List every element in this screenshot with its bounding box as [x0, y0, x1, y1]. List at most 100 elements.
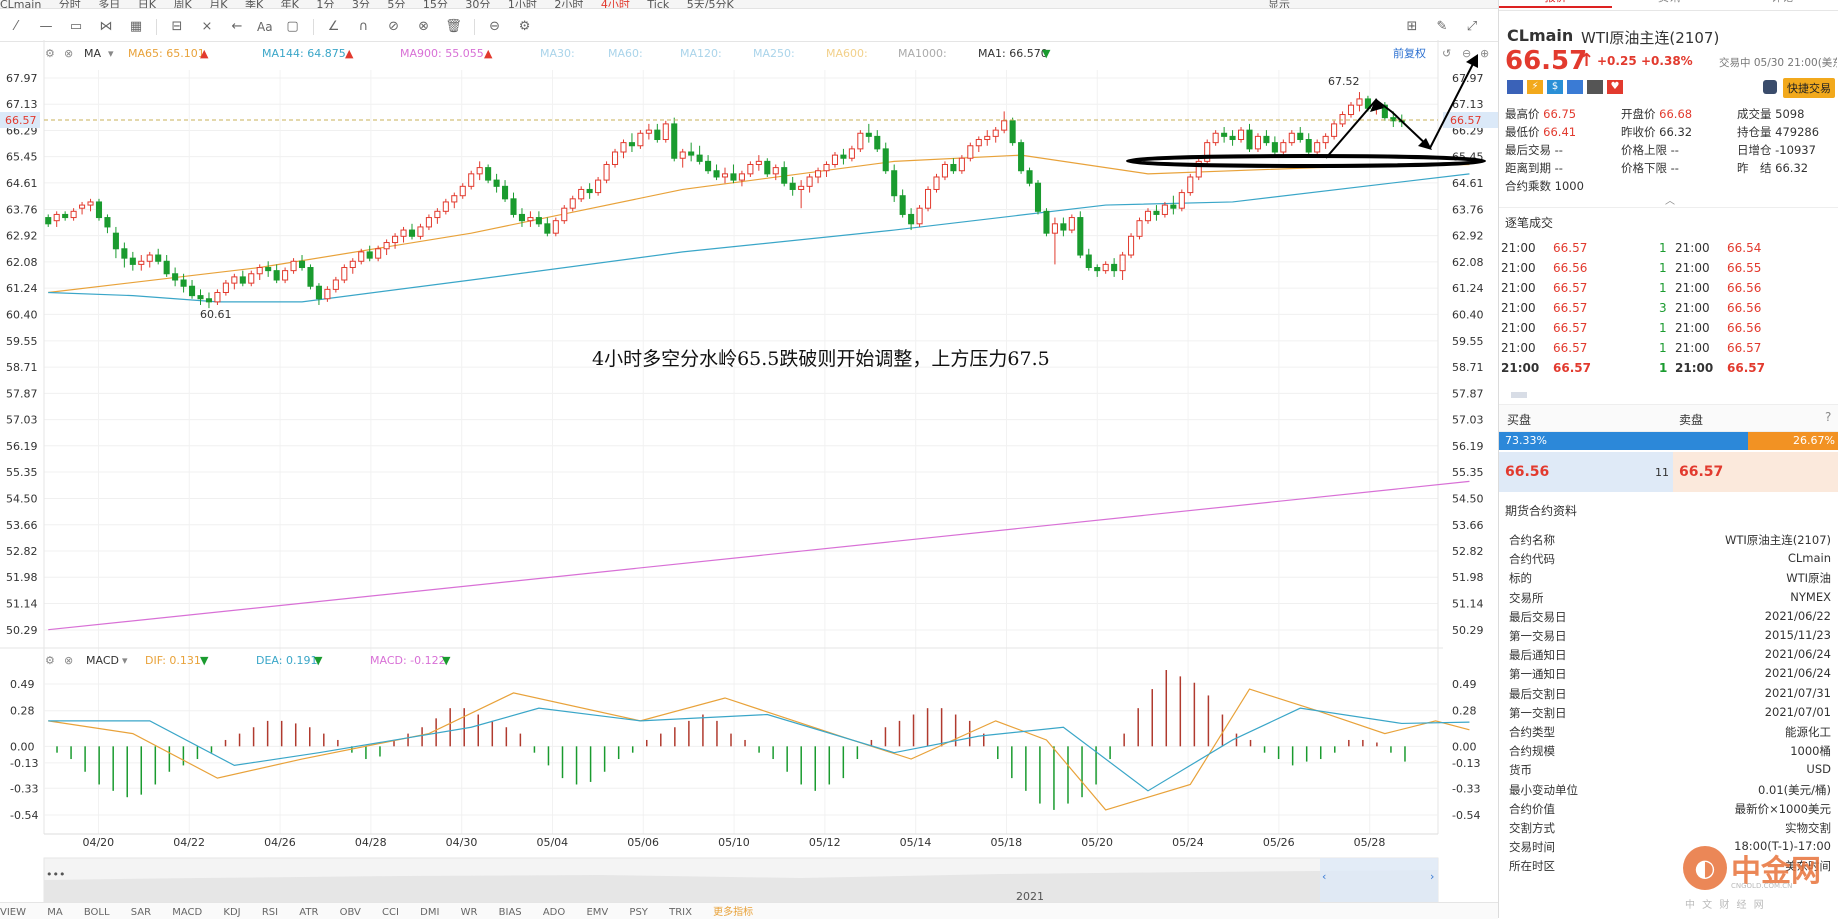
menu-item-5m[interactable]: 5分: [387, 0, 406, 9]
quick-trade-button[interactable]: 快捷交易: [1783, 78, 1835, 98]
indicator-dropdown-icon[interactable]: ▾: [108, 47, 114, 60]
indicator-tab[interactable]: CCI: [382, 907, 399, 918]
menu-item-duori[interactable]: 多日: [98, 0, 121, 9]
fuquan-button[interactable]: 前复权: [1393, 46, 1426, 60]
link-icon[interactable]: ⊖: [489, 19, 501, 34]
indicator-tab[interactable]: PSY: [629, 907, 648, 918]
menu-item-fenshi[interactable]: 分时: [58, 0, 81, 9]
help-icon[interactable]: ?: [1825, 410, 1832, 424]
menu-item-yeark[interactable]: 年K: [280, 0, 299, 9]
candle-body: [1009, 120, 1016, 144]
ruler-icon[interactable]: ∠: [327, 19, 340, 34]
candle-body: [755, 160, 762, 165]
indicator-tab[interactable]: VIEW: [0, 907, 26, 918]
magnet-icon[interactable]: ∩: [358, 19, 369, 34]
fork-tool-icon[interactable]: ⋈: [99, 19, 113, 34]
indicator-tab[interactable]: DMI: [420, 907, 440, 918]
hide-icon[interactable]: ⊗: [418, 19, 430, 34]
settings-icon[interactable]: ⚙: [518, 19, 531, 34]
flag-icon[interactable]: [1507, 80, 1523, 94]
tab-news[interactable]: 资讯: [1612, 0, 1725, 8]
pattern-icon[interactable]: ⨯: [201, 19, 213, 34]
tag-icon[interactable]: [1567, 80, 1583, 94]
menu-item-2h[interactable]: 2小时: [554, 0, 584, 9]
menu-item-monthk[interactable]: 月K: [209, 0, 228, 9]
macd-settings-icon[interactable]: ⚙: [45, 654, 55, 667]
menu-item-weekk[interactable]: 周K: [173, 0, 192, 9]
text-tool-icon[interactable]: Aa: [257, 19, 273, 34]
indicator-tab[interactable]: BOLL: [83, 907, 110, 918]
settings-icon[interactable]: ⚙: [45, 47, 55, 60]
indicator-tab[interactable]: MA: [47, 907, 63, 918]
indicator-tab[interactable]: RSI: [261, 907, 279, 918]
indicator-tab[interactable]: TRIX: [669, 907, 692, 918]
navigator-menu-icon[interactable]: •••: [46, 868, 65, 881]
menu-item-15m[interactable]: 15分: [422, 0, 448, 9]
navigator-right-icon[interactable]: ›: [1430, 870, 1434, 883]
zoom-in-icon[interactable]: ⊕: [1480, 47, 1489, 60]
line-tool-icon[interactable]: ⁄: [14, 19, 18, 34]
ask-cell[interactable]: 66.57: [1673, 452, 1838, 492]
trash-icon[interactable]: 🗑: [445, 19, 462, 34]
bell-icon[interactable]: [1763, 80, 1777, 94]
candle-body: [95, 201, 103, 219]
time-navigator[interactable]: 2021 ••• ‹ ›: [43, 857, 1439, 903]
menu-item-3m[interactable]: 3分: [351, 0, 370, 9]
menu-item-5day[interactable]: 5天/5分K: [686, 0, 734, 9]
indicator-tab[interactable]: BIAS: [498, 907, 522, 918]
menu-item-dayk[interactable]: 日K: [137, 0, 157, 9]
analysis-annotation[interactable]: 4小时多空分水岭65.5跌破则开始调整，上方压力67.5: [592, 348, 1050, 370]
user-drawings[interactable]: [1126, 54, 1486, 168]
close-icon[interactable]: ⊗: [64, 47, 73, 60]
comment-icon[interactable]: ▢: [286, 19, 299, 34]
tab-quote[interactable]: 报价: [1499, 0, 1613, 8]
expand-icon[interactable]: ⤢: [1466, 19, 1478, 34]
document-icon[interactable]: [1587, 80, 1603, 94]
heart-icon[interactable]: ♥: [1607, 80, 1623, 94]
price-chart[interactable]: ⚙ ⊗ MA ▾ MA65: 65.101 ▲ MA144: 64.875 ▲ …: [0, 0, 1498, 918]
pen-icon[interactable]: ✎: [1436, 19, 1448, 34]
trade-time: 21:00: [1501, 341, 1536, 355]
tab-comments[interactable]: 评论: [1726, 0, 1838, 8]
dollar-icon[interactable]: $: [1547, 80, 1563, 94]
menu-item-symbol[interactable]: CLmain: [0, 0, 42, 9]
menu-item-1m[interactable]: 1分: [316, 0, 335, 9]
indicator-tab[interactable]: KDJ: [223, 907, 241, 918]
lightning-icon[interactable]: ⚡: [1527, 80, 1543, 94]
stat-label: 价格下限: [1621, 161, 1671, 175]
macd-close-icon[interactable]: ⊗: [64, 654, 73, 667]
indicator-tab[interactable]: ATR: [299, 907, 319, 918]
lock-icon[interactable]: ⊘: [388, 19, 400, 34]
indicator-tab[interactable]: ADO: [542, 907, 566, 918]
rectangle-tool-icon[interactable]: ▭: [69, 19, 83, 34]
menu-item-tick[interactable]: Tick: [647, 0, 670, 9]
grid-tool-icon[interactable]: ▦: [129, 19, 143, 34]
arrow-back-icon[interactable]: ←: [231, 19, 243, 34]
macd-tick-right: -0.54: [1452, 809, 1480, 822]
indicator-tab[interactable]: WR: [460, 907, 478, 918]
indicator-tab[interactable]: EMV: [586, 907, 609, 918]
fibonacci-icon[interactable]: ⊟: [171, 19, 183, 34]
indicator-tab-more[interactable]: 更多指标: [713, 907, 754, 918]
menu-item-quarterk[interactable]: 季K: [244, 0, 264, 9]
stat-label: 合约乘数: [1505, 179, 1555, 193]
horizontal-line-icon[interactable]: —: [39, 19, 53, 34]
navigator-left-icon[interactable]: ‹: [1322, 870, 1326, 883]
contract-value: 18:00(T-1)-17:00: [1734, 839, 1831, 854]
indicator-tab[interactable]: SAR: [130, 907, 152, 918]
menu-item-1h[interactable]: 1小时: [507, 0, 537, 9]
menu-item-4h[interactable]: 4小时: [600, 0, 630, 9]
collapse-icon[interactable]: ︿: [1665, 196, 1675, 207]
contract-label: 第一交割日: [1509, 705, 1567, 720]
indicator-tab[interactable]: OBV: [339, 907, 361, 918]
undo-icon[interactable]: ↺: [1442, 47, 1451, 60]
bid-cell[interactable]: 66.56 11: [1499, 452, 1673, 492]
menu-item-30m[interactable]: 30分: [465, 0, 491, 9]
zoom-out-icon[interactable]: ⊖: [1462, 47, 1471, 60]
trades-scrollbar[interactable]: [1511, 392, 1527, 398]
compare-icon[interactable]: ⊞: [1406, 19, 1418, 34]
indicator-tab[interactable]: MACD: [172, 907, 203, 918]
candle-body: [163, 260, 170, 275]
macd-dropdown-icon[interactable]: ▾: [122, 654, 128, 667]
menu-item-display[interactable]: 显示: [1268, 0, 1290, 9]
